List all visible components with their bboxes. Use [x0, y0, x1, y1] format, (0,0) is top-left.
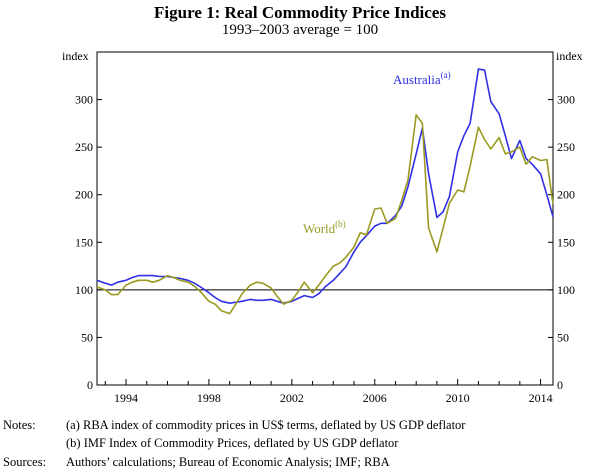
y-tick-label-right: 300: [557, 93, 575, 107]
y-tick-label-left: 100: [75, 283, 93, 297]
y-tick-label-right: 250: [557, 140, 575, 154]
y-tick-label-left: 50: [81, 330, 93, 344]
x-tick-label: 2014: [529, 391, 553, 405]
y-axis-label-right: index: [556, 49, 583, 63]
note-a-marker: (a): [66, 418, 80, 432]
sources-text: Authors’ calculations; Bureau of Economi…: [66, 455, 390, 469]
chart-subtitle: 1993–2003 average = 100: [221, 22, 379, 38]
series-label-world-name: World: [303, 221, 336, 236]
x-tick-label: 1994: [114, 391, 138, 405]
note-b-body: IMF Index of Commodity Prices, deflated …: [83, 436, 399, 450]
plot-border: [96, 51, 554, 386]
y-tick-label-left: 200: [75, 188, 93, 202]
y-tick-label-left: 300: [75, 93, 93, 107]
series-label-world: World(b): [303, 219, 346, 236]
y-tick-label-right: 200: [557, 188, 575, 202]
x-tick-label: 2006: [363, 391, 387, 405]
note-b-marker: (b): [66, 436, 81, 450]
y-tick-label-right: 0: [557, 378, 563, 392]
series-line-world: [96, 114, 554, 315]
x-tick-label: 2002: [280, 391, 304, 405]
y-tick-label-left: 250: [75, 140, 93, 154]
y-tick-label-right: 100: [557, 283, 575, 297]
series-label-australia-note: (a): [441, 70, 451, 80]
notes-label: Notes:: [3, 418, 36, 432]
x-tick-label: 2010: [446, 391, 470, 405]
note-a-body: RBA index of commodity prices in US$ ter…: [83, 418, 466, 432]
note-b-text: (b) IMF Index of Commodity Prices, defla…: [66, 436, 398, 451]
y-tick-label-left: 150: [75, 235, 93, 249]
series-line-australia: [96, 68, 554, 305]
x-tick-label: 1998: [197, 391, 221, 405]
series-label-australia-name: Australia: [393, 72, 441, 87]
y-axis-label-left: index: [62, 49, 89, 63]
y-tick-label-right: 50: [557, 330, 569, 344]
note-a-text: (a) RBA index of commodity prices in US$…: [66, 418, 465, 433]
y-tick-label-right: 150: [557, 235, 575, 249]
chart-title: Figure 1: Real Commodity Price Indices: [154, 3, 446, 22]
y-tick-label-left: 0: [87, 378, 93, 392]
series-label-world-note: (b): [335, 219, 346, 229]
series-label-australia: Australia(a): [393, 70, 451, 87]
sources-label: Sources:: [3, 455, 47, 469]
